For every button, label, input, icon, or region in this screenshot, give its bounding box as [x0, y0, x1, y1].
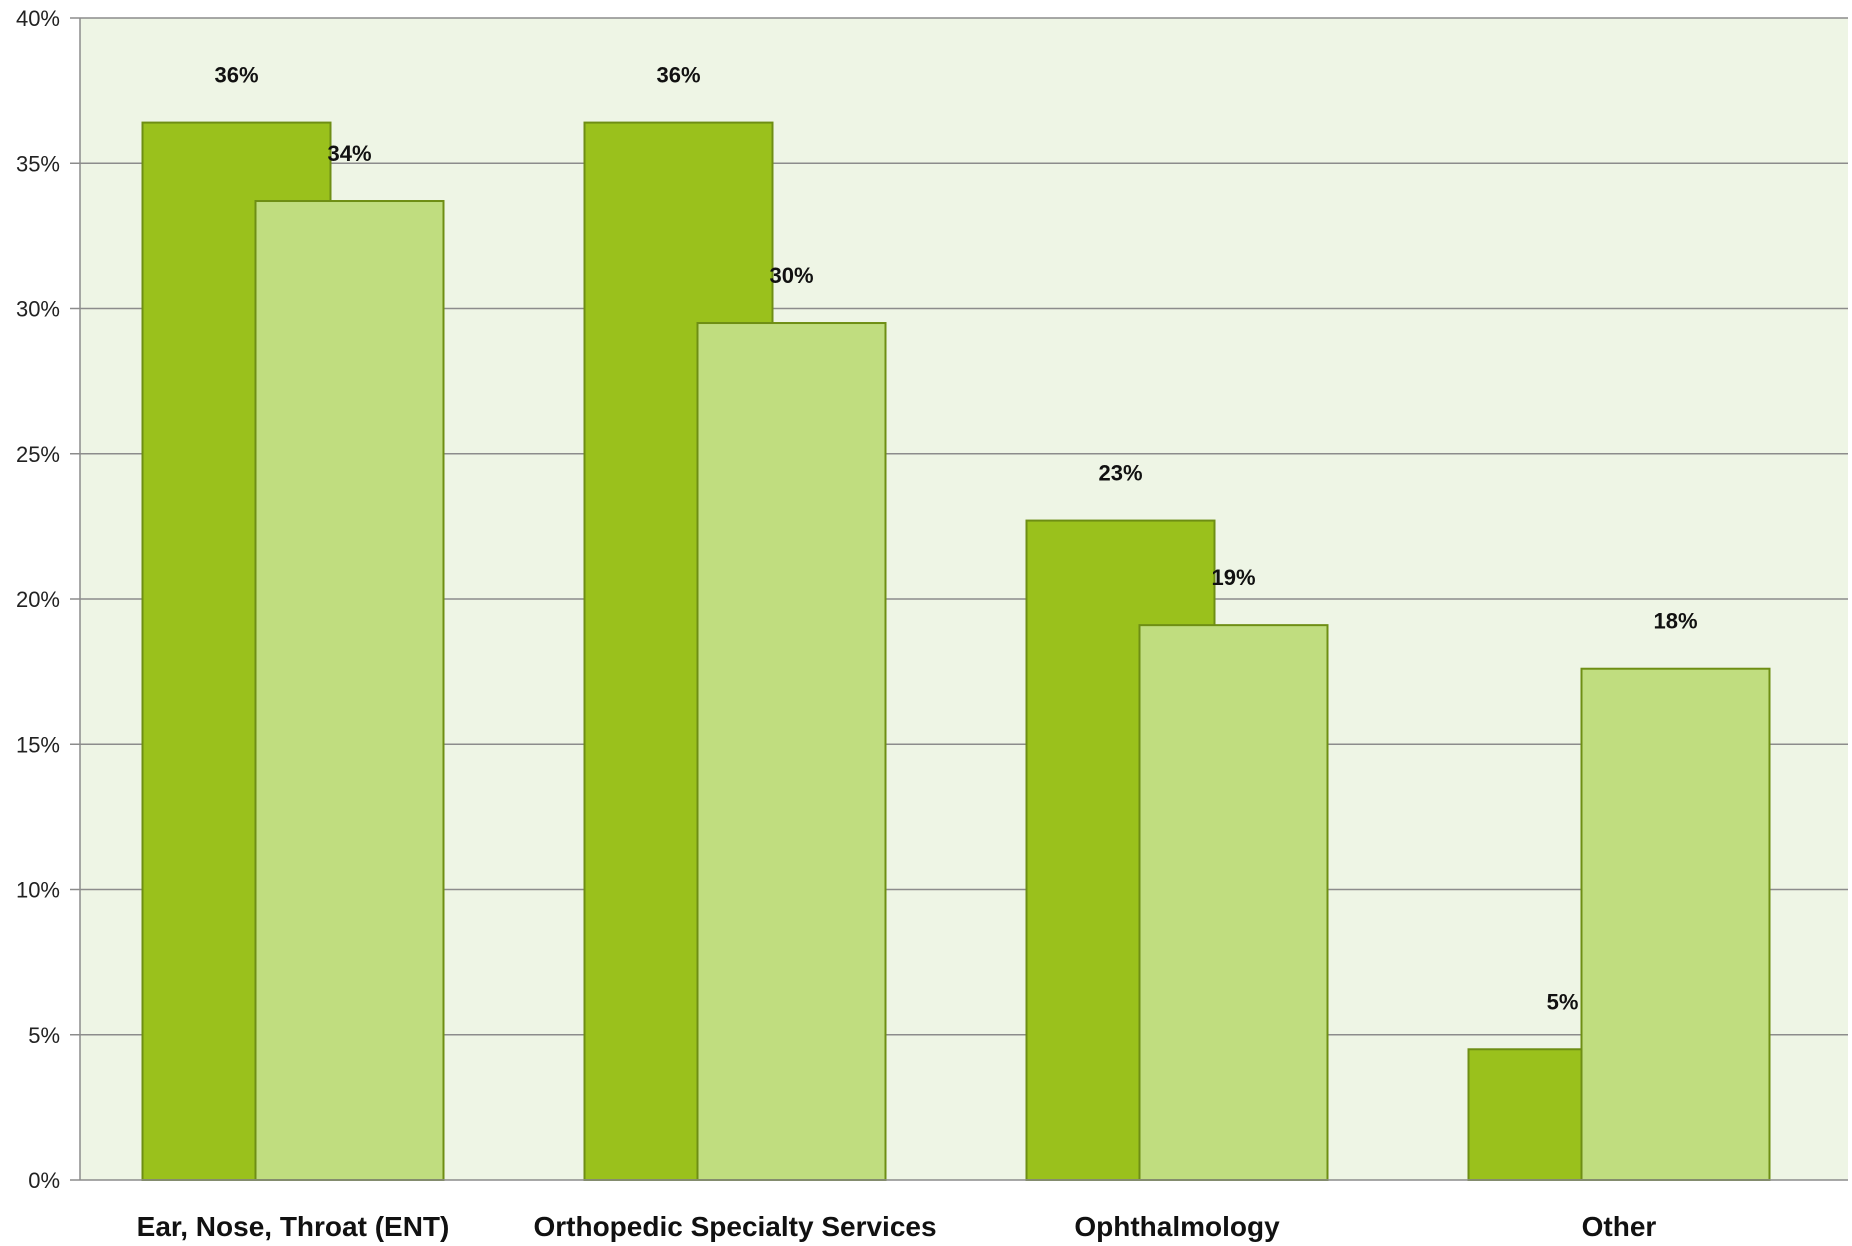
data-label: 19% [1211, 565, 1255, 590]
y-tick-label: 30% [16, 297, 60, 322]
bar-series-2-2 [696, 322, 887, 1181]
y-tick-label: 5% [28, 1023, 60, 1048]
bar-series-2-1 [254, 200, 445, 1181]
x-category-label: Orthopedic Specialty Services [533, 1211, 936, 1242]
y-tick-label: 10% [16, 878, 60, 903]
data-label: 5% [1547, 989, 1579, 1014]
y-tick-label: 20% [16, 587, 60, 612]
y-tick-label: 0% [28, 1168, 60, 1193]
bar-series-2-3 [1138, 624, 1329, 1181]
y-tick-label: 40% [16, 6, 60, 31]
bars [141, 121, 1771, 1182]
data-label: 36% [214, 63, 258, 88]
x-category-label: Ophthalmology [1074, 1211, 1280, 1242]
y-tick-label: 35% [16, 151, 60, 176]
y-tick-label: 15% [16, 732, 60, 757]
data-label: 23% [1098, 461, 1142, 486]
y-tick-label: 25% [16, 442, 60, 467]
x-category-label: Other [1582, 1211, 1657, 1242]
data-label: 30% [769, 263, 813, 288]
data-label: 34% [327, 141, 371, 166]
x-category-label: Ear, Nose, Throat (ENT) [137, 1211, 450, 1242]
bar-series-2-4 [1580, 667, 1771, 1181]
data-labels: 36% 34% 36% 30% 23% 19% 5% 18% [214, 63, 1697, 1015]
x-axis-categories: Ear, Nose, Throat (ENT) Orthopedic Specia… [137, 1211, 1657, 1242]
data-label: 36% [656, 63, 700, 88]
data-label: 18% [1653, 609, 1697, 634]
y-axis-ticks: 0% 5% 10% 15% 20% 25% 30% 35% 40% [16, 6, 80, 1193]
